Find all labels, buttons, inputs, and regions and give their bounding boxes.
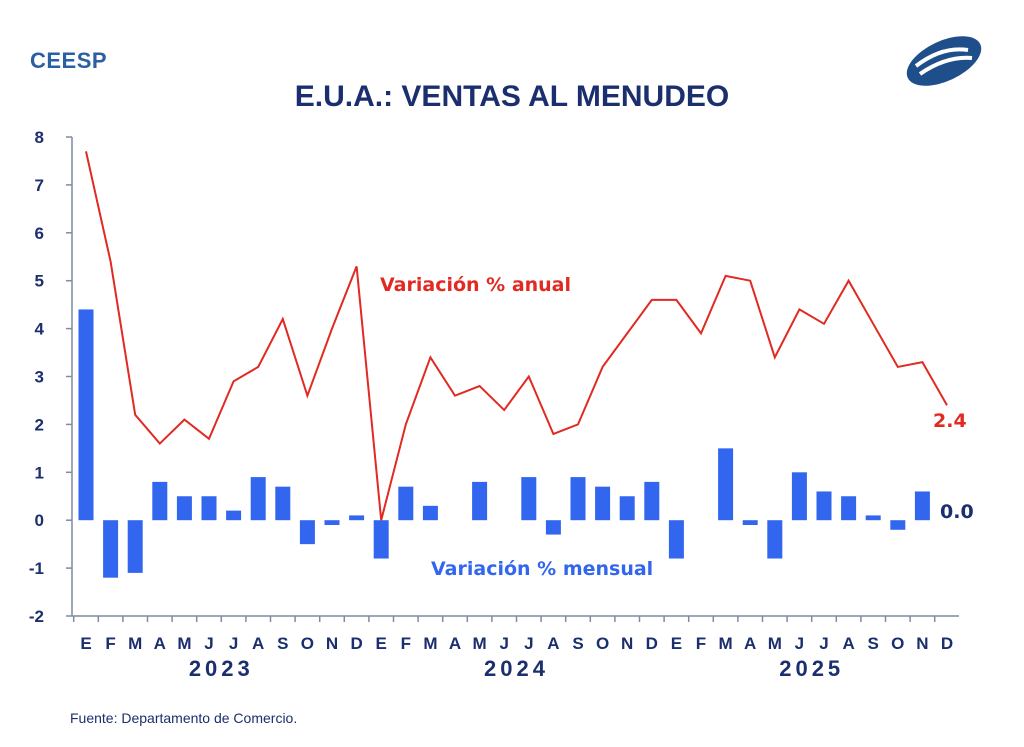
x-tick-label: M [768, 634, 782, 653]
bar-monthly [422, 505, 438, 521]
x-tick-label: O [891, 634, 904, 653]
y-tick-label: 4 [35, 320, 45, 339]
bar-monthly [373, 520, 389, 559]
bar-monthly [791, 472, 807, 521]
y-tick-label: -1 [29, 559, 44, 578]
y-tick-label: 1 [35, 463, 44, 482]
bar-monthly [78, 309, 94, 521]
bar-monthly [767, 520, 783, 559]
bar-monthly [890, 520, 906, 530]
x-tick-label: E [80, 634, 91, 653]
bar-monthly [865, 515, 881, 521]
bar-monthly [914, 491, 930, 521]
last-annual-label: 2.4 [933, 410, 967, 432]
line-annual [85, 151, 948, 521]
logo-icon [906, 36, 982, 86]
y-tick-label: 5 [35, 272, 44, 291]
x-tick-label: N [621, 634, 633, 653]
x-tick-label: J [524, 634, 533, 653]
bar-monthly [595, 486, 611, 521]
bar-monthly [545, 520, 561, 535]
y-tick-label: 6 [35, 224, 44, 243]
x-tick-label: D [646, 634, 658, 653]
bar-monthly [570, 477, 586, 521]
x-tick-label: J [204, 634, 213, 653]
bar-monthly [668, 520, 684, 559]
y-tick-label: 2 [35, 415, 44, 434]
x-tick-label: J [229, 634, 238, 653]
legend-monthly: Variación % mensual [431, 558, 653, 580]
bar-monthly [742, 520, 758, 525]
bar-monthly [127, 520, 143, 573]
x-tick-label: N [326, 634, 338, 653]
bar-monthly [521, 477, 537, 521]
x-tick-label: O [301, 634, 314, 653]
legend-annual: Variación % anual [380, 274, 571, 296]
source-note: Fuente: Departamento de Comercio. [70, 710, 298, 726]
bar-monthly [176, 496, 192, 521]
x-tick-label: M [177, 634, 191, 653]
x-tick-label: A [449, 634, 461, 653]
bar-monthly [349, 515, 365, 521]
last-monthly-label: 0.0 [940, 501, 974, 523]
x-tick-label: E [671, 634, 682, 653]
y-tick-label: 0 [35, 511, 44, 530]
x-tick-label: A [547, 634, 559, 653]
x-tick-label: D [350, 634, 362, 653]
x-tick-label: J [819, 634, 828, 653]
bar-monthly [103, 520, 119, 578]
x-tick-label: M [128, 634, 142, 653]
x-tick-label: A [154, 634, 166, 653]
x-tick-label: F [696, 634, 706, 653]
x-tick-label: A [842, 634, 854, 653]
y-tick-label: -2 [29, 607, 44, 626]
bar-monthly [644, 481, 660, 521]
bar-monthly [226, 510, 242, 521]
x-tick-label: A [252, 634, 264, 653]
x-tick-label: F [401, 634, 411, 653]
bar-monthly [398, 486, 414, 521]
bar-monthly [324, 520, 340, 525]
bar-monthly [619, 496, 635, 521]
year-label: 2023 [189, 656, 254, 681]
bar-monthly [201, 496, 217, 521]
x-tick-label: N [916, 634, 928, 653]
y-tick-label: 7 [35, 176, 44, 195]
x-tick-label: M [423, 634, 437, 653]
year-label: 2024 [484, 656, 549, 681]
x-tick-label: E [376, 634, 387, 653]
brand-text: CEESP [30, 48, 108, 73]
year-label: 2025 [779, 656, 844, 681]
y-tick-label: 3 [35, 368, 44, 387]
x-tick-label: F [105, 634, 115, 653]
x-tick-label: S [277, 634, 288, 653]
bar-monthly [718, 448, 734, 521]
x-tick-label: J [795, 634, 804, 653]
x-tick-label: S [572, 634, 583, 653]
chart-title: E.U.A.: VENTAS AL MENUDEO [294, 80, 730, 113]
bar-monthly [299, 520, 315, 545]
bar-monthly [275, 486, 291, 521]
bar-monthly [816, 491, 832, 521]
x-tick-label: M [719, 634, 733, 653]
x-tick-label: D [941, 634, 953, 653]
bar-monthly [250, 477, 266, 521]
x-tick-label: J [499, 634, 508, 653]
bar-monthly [472, 481, 488, 521]
x-tick-label: M [473, 634, 487, 653]
x-tick-label: A [744, 634, 756, 653]
bar-monthly [841, 496, 857, 521]
bar-monthly [152, 481, 168, 521]
y-tick-label: 8 [35, 128, 44, 147]
x-tick-label: O [596, 634, 609, 653]
x-tick-label: S [868, 634, 879, 653]
